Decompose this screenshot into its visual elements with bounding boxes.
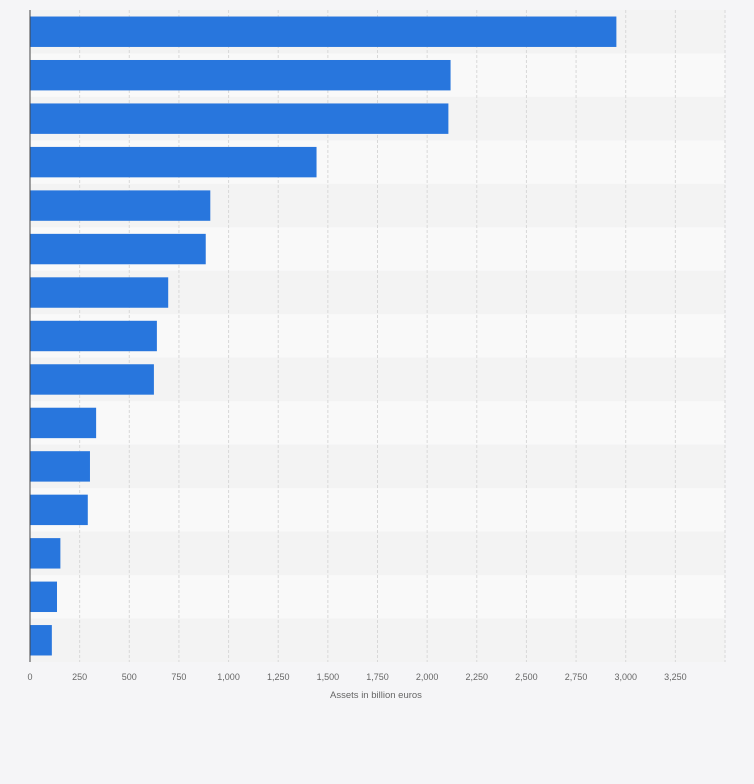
bar[interactable]	[30, 625, 52, 656]
x-tick-label: 500	[122, 672, 137, 682]
x-tick-label: 1,750	[366, 672, 389, 682]
x-tick-labels: 0 250 500 750 1,000 1,250 1,500 1,750 2,000 2,250…	[27, 672, 686, 682]
bar[interactable]	[30, 364, 154, 395]
bar[interactable]	[30, 407, 97, 439]
bar[interactable]	[30, 494, 88, 526]
row-band	[30, 531, 725, 576]
x-tick-label: 3,000	[614, 672, 637, 682]
x-tick-label: 2,500	[515, 672, 538, 682]
x-tick-label: 0	[27, 672, 32, 682]
bar[interactable]	[30, 103, 449, 134]
bar[interactable]	[30, 581, 58, 613]
bar[interactable]	[30, 190, 211, 221]
x-tick-label: 1,250	[267, 672, 290, 682]
x-tick-label: 250	[72, 672, 87, 682]
bar[interactable]	[30, 146, 317, 178]
x-tick-label: 1,000	[217, 672, 240, 682]
x-tick-label: 2,250	[466, 672, 489, 682]
x-axis-label: Assets in billion euros	[330, 690, 422, 701]
bar[interactable]	[30, 277, 169, 308]
bar[interactable]	[30, 233, 206, 265]
bars	[30, 16, 617, 656]
x-tick-label: 2,750	[565, 672, 588, 682]
bar[interactable]	[30, 59, 451, 91]
x-tick-label: 2,000	[416, 672, 439, 682]
bar[interactable]	[30, 451, 90, 482]
x-tick-label: 1,500	[317, 672, 340, 682]
x-tick-label: 3,250	[664, 672, 687, 682]
x-tick-label: 750	[171, 672, 186, 682]
bar[interactable]	[30, 538, 61, 569]
bar[interactable]	[30, 320, 157, 352]
bar[interactable]	[30, 16, 617, 47]
